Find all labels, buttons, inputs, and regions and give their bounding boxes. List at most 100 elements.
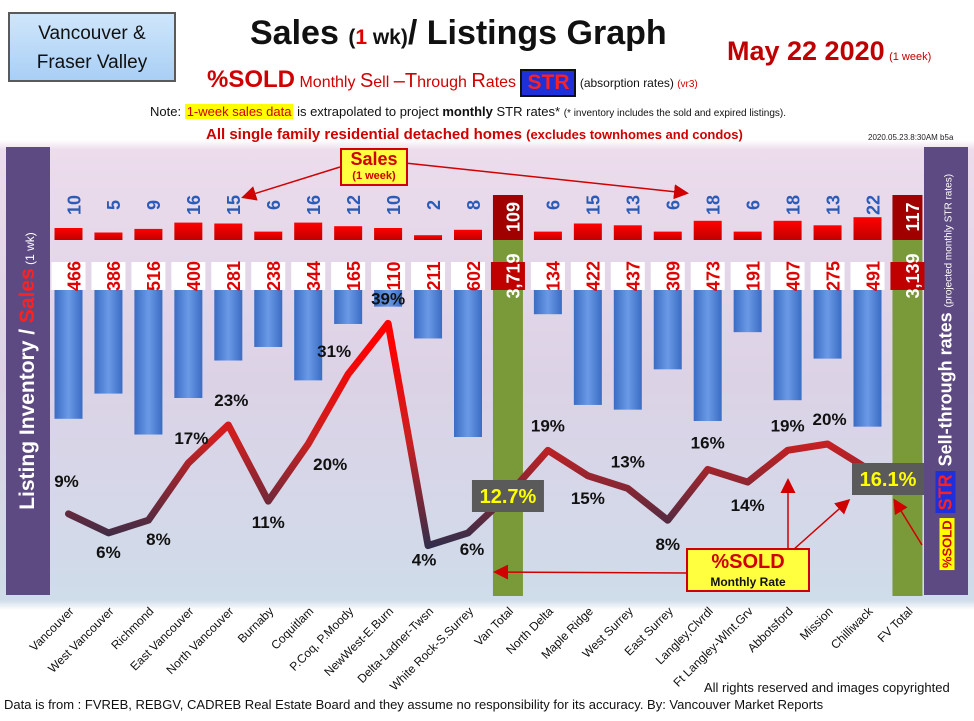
subtitle-absorption: (absorption rates)	[576, 76, 678, 90]
sold-arrow-diag	[792, 499, 851, 551]
sales-label: 16	[184, 195, 204, 215]
sold-rate-label: 6%	[96, 543, 121, 562]
sales-bar	[294, 222, 323, 240]
sales-bar	[174, 222, 203, 240]
sales-bar	[334, 226, 363, 240]
title-sales: Sales	[250, 14, 349, 52]
title-wk: wk)	[367, 26, 408, 49]
str-badge: STR	[520, 68, 577, 97]
inventory-label: 422	[584, 261, 604, 291]
sales-bar	[613, 225, 642, 240]
sold-callout-title: %SOLD	[711, 551, 785, 573]
scope-main: All single family residential detached h…	[206, 126, 527, 143]
subtitle-hrough: hrough	[417, 74, 472, 91]
sold-rate-label: 8%	[146, 530, 171, 549]
inventory-label-bg	[371, 262, 406, 290]
subtitle-s: S	[359, 70, 374, 92]
sold-rate-label: 15%	[571, 489, 605, 508]
sold-callout: %SOLD Monthly Rate	[686, 548, 810, 592]
note-highlight: 1-week sales data	[184, 104, 294, 119]
region-line-2: Fraser Valley	[36, 52, 148, 73]
inventory-label-bg	[890, 262, 925, 290]
subtitle: %SOLD Monthly Sell –Through Rates STR (a…	[207, 66, 698, 97]
inventory-label: 473	[703, 261, 723, 291]
sales-label: 13	[624, 195, 644, 215]
note-small: (* inventory includes the sold and expir…	[563, 108, 787, 119]
inventory-label: 407	[783, 261, 803, 291]
sales-bar	[214, 223, 243, 240]
sold-rate-label: 23%	[214, 391, 248, 410]
region-box: Vancouver & Fraser Valley	[8, 12, 176, 82]
inventory-label: 191	[743, 261, 763, 291]
inventory-label: 165	[344, 261, 364, 291]
sales-bar	[492, 195, 523, 240]
sales-callout-sub: (1 week)	[352, 170, 396, 182]
sold-rate-label: 20%	[813, 410, 847, 429]
sales-label: 18	[783, 195, 803, 215]
sold-rate-label: 16.1%	[860, 469, 917, 491]
sales-label: 18	[703, 195, 723, 215]
inventory-label-bg	[131, 262, 166, 290]
inventory-label-bg	[91, 262, 126, 290]
subtitle-ates: ates	[485, 74, 521, 91]
sold-rate-label: 9%	[54, 472, 79, 491]
sales-bar	[693, 220, 722, 240]
inventory-label: 400	[184, 261, 204, 291]
inventory-label: 3,719	[504, 253, 524, 298]
sales-label: 8	[464, 200, 484, 210]
inventory-label-bg	[770, 262, 805, 290]
category-label: Ft Langley-Wlnt.Grv	[670, 604, 755, 689]
title-one: 1	[355, 26, 367, 49]
sold-rate-label: 12.7%	[480, 486, 537, 508]
inventory-label-bg	[610, 262, 645, 290]
inventory-label: 275	[823, 261, 843, 291]
note-prefix: Note:	[150, 104, 185, 119]
inventory-label: 110	[384, 261, 404, 290]
left-axis-panel	[6, 147, 50, 595]
inventory-label: 134	[544, 261, 564, 291]
sales-bar	[374, 228, 403, 240]
inventory-label: 466	[64, 261, 84, 291]
sold-callout-sub: Monthly Rate	[710, 575, 786, 589]
sales-label: 9	[144, 200, 164, 210]
sales-arrow-right	[404, 162, 689, 200]
sales-bar	[853, 217, 882, 240]
sold-rate-label: 11%	[252, 513, 285, 532]
sold-rate-label: 39%	[371, 289, 405, 308]
sales-bar	[54, 228, 83, 240]
inventory-label: 386	[104, 261, 124, 291]
sold-rate-label: 8%	[655, 535, 680, 554]
sales-bar	[813, 225, 842, 240]
category-label: Delta-Ladner-Twsn	[355, 604, 437, 686]
date-label: May 22 2020 (1 week)	[727, 36, 931, 67]
subtitle-r: R	[471, 70, 486, 92]
category-label: NewWest-E.Burn	[321, 604, 396, 679]
title-listings: / Listings Graph	[407, 14, 667, 52]
inventory-label-bg	[490, 262, 525, 290]
inventory-label-bg	[171, 262, 206, 290]
inventory-label-bg	[211, 262, 246, 290]
inventory-label-bg	[331, 262, 366, 290]
sold-rate-label: 19%	[531, 416, 565, 435]
inventory-label: 344	[304, 261, 324, 291]
sales-bar	[573, 223, 602, 240]
rights-note: All rights reserved and images copyright…	[704, 680, 950, 695]
source-note: Data is from : FVREB, REBGV, CADREB Real…	[4, 697, 824, 712]
note-bold: monthly	[442, 104, 493, 119]
sold-rate-label: 14%	[731, 496, 765, 515]
sold-rate-label: 4%	[412, 551, 437, 570]
sales-bar	[414, 235, 443, 240]
sales-bar	[134, 228, 163, 240]
inventory-label-bg	[690, 262, 725, 290]
sales-label: 6	[664, 200, 684, 210]
sales-bar	[773, 220, 802, 240]
sales-bar	[653, 231, 682, 240]
subtitle-monthly: Monthly	[295, 74, 360, 91]
sales-bar	[454, 229, 482, 240]
category-label: Chilliwack	[828, 604, 876, 652]
inventory-label-bg	[411, 262, 446, 290]
sold-rate-box	[471, 480, 544, 512]
inventory-label: 491	[863, 261, 883, 291]
note-rest: STR rates*	[492, 104, 564, 119]
sales-label: 2	[424, 200, 444, 210]
